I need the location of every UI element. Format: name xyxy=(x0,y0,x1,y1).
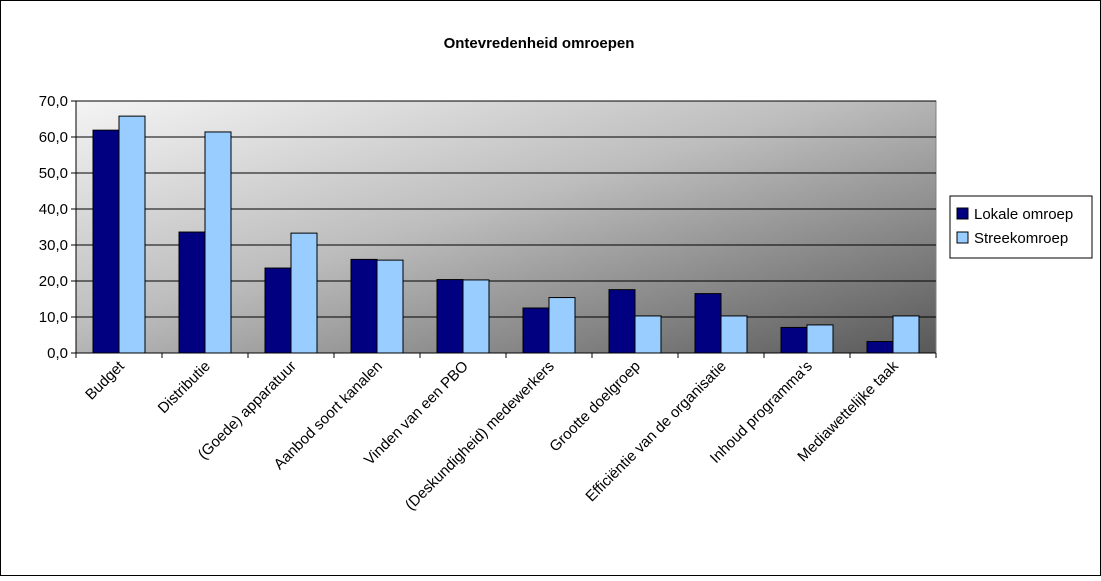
bar xyxy=(118,115,146,354)
bar xyxy=(866,340,894,354)
y-tick-label: 0,0 xyxy=(47,345,68,362)
bar xyxy=(720,315,748,354)
bar xyxy=(204,131,232,354)
y-tick-label: 70,0 xyxy=(39,93,68,110)
bar xyxy=(892,315,920,354)
legend-swatch xyxy=(956,231,969,244)
bar xyxy=(436,279,464,354)
bar xyxy=(780,326,808,354)
chart-title: Ontevredenheid omroepen xyxy=(444,35,635,52)
legend-swatch xyxy=(956,207,969,220)
y-tick-label: 20,0 xyxy=(39,273,68,290)
legend-label: Lokale omroep xyxy=(974,206,1073,223)
y-axis: 0,0 10,0 20,0 30,0 40,0 50,0 60,0 70,0 xyxy=(39,93,77,362)
y-tick-label: 10,0 xyxy=(39,309,68,326)
y-tick-label: 40,0 xyxy=(39,201,68,218)
bar xyxy=(522,307,550,354)
bar xyxy=(548,297,576,354)
bar xyxy=(634,315,662,354)
legend: Lokale omroep Streekomroep xyxy=(949,195,1093,259)
y-tick-label: 30,0 xyxy=(39,237,68,254)
legend-label: Streekomroep xyxy=(974,230,1068,247)
bar xyxy=(178,231,206,354)
bar xyxy=(290,232,318,354)
bar xyxy=(694,293,722,354)
bar xyxy=(264,267,292,354)
bar xyxy=(806,324,834,354)
bar xyxy=(92,129,120,354)
bar xyxy=(608,289,636,354)
y-tick-label: 60,0 xyxy=(39,129,68,146)
bars xyxy=(92,115,920,354)
legend-box xyxy=(949,195,1093,259)
y-tick-label: 50,0 xyxy=(39,165,68,182)
bar xyxy=(350,258,378,354)
bar xyxy=(462,279,490,354)
bar xyxy=(376,259,404,354)
